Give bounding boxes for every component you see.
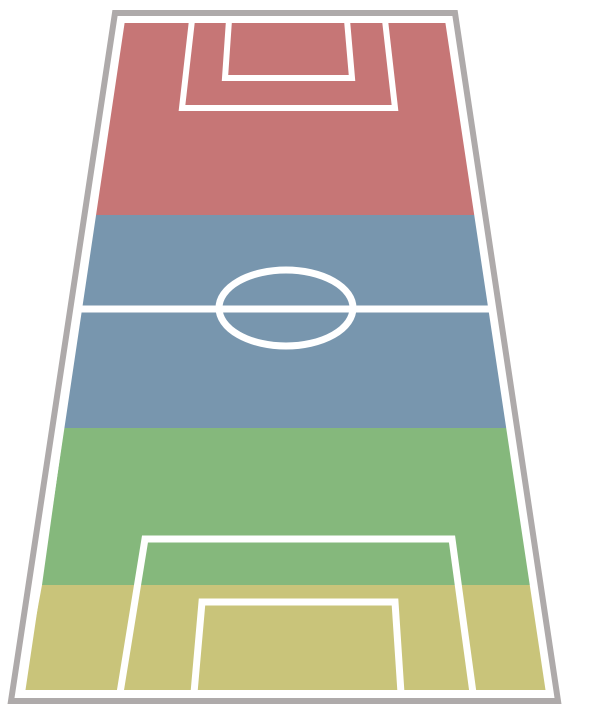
zone-midfield[interactable]: [64, 215, 508, 428]
top-penalty-box: [178, 19, 399, 111]
zone-defense[interactable]: [42, 428, 531, 585]
top-goal-box: [221, 19, 356, 81]
pitch-outline: [7, 10, 562, 704]
zone-attack[interactable]: [94, 22, 475, 215]
zone-goal-area[interactable]: [22, 585, 547, 693]
bottom-penalty-box: [116, 535, 477, 694]
bottom-goal-box: [190, 598, 405, 694]
center-circle: [215, 266, 357, 350]
